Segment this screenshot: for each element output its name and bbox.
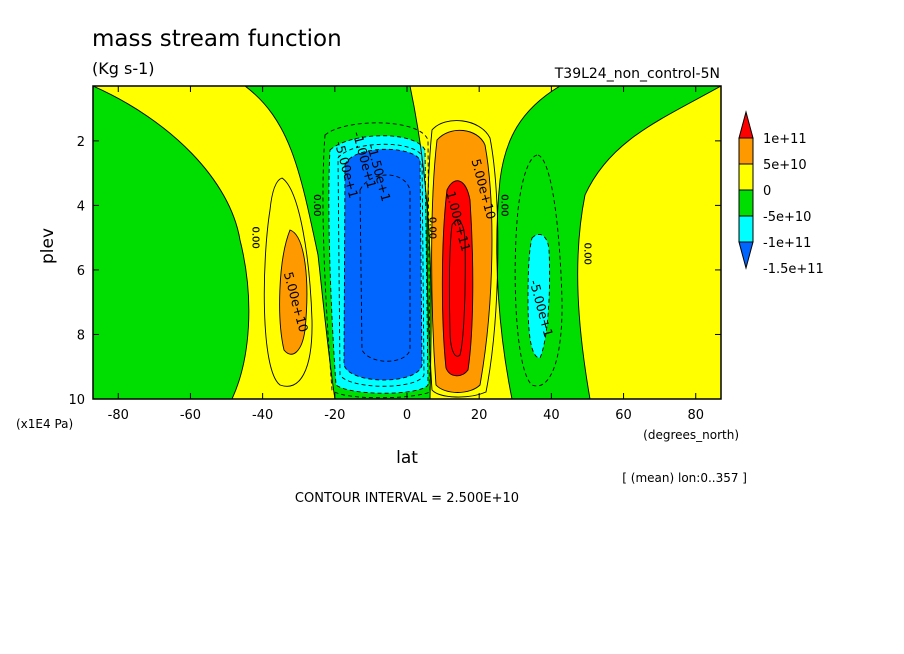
contour-north-neg-1 <box>514 154 563 387</box>
contour-fills <box>93 86 721 399</box>
y-tick-label-4: 10 <box>68 393 85 408</box>
contour-label-10: 0.00 <box>498 194 509 216</box>
contour-south-positive-2 <box>279 229 308 355</box>
fill-south-positive <box>279 230 307 355</box>
colorbar-label-0: 1e+11 <box>763 132 807 147</box>
colorbar-legend: 1e+11 5e+10 0 -5e+10 -1e+11 -1.5e+11 <box>738 110 824 277</box>
contour-label-7: 0.00 <box>249 227 260 249</box>
contour-interval-note: CONTOUR INTERVAL = 2.500E+10 <box>295 491 519 506</box>
x-tick-label-6: 40 <box>543 408 560 423</box>
colorbar-swatch-1 <box>738 137 754 165</box>
contour-north-pos-3 <box>441 180 474 377</box>
contour-trop-neg-3 <box>337 143 425 387</box>
contour-label-9: 0.00 <box>426 217 437 239</box>
y-tick-label-2: 6 <box>77 264 85 279</box>
x-axis-label: lat <box>396 448 418 468</box>
y-tick-label-0: 2 <box>77 135 85 150</box>
contour-zero-east <box>577 86 721 399</box>
colorbar-bottom-triangle <box>738 241 754 270</box>
y-axis-label: plev <box>38 228 58 264</box>
contour-north-pos-4 <box>448 220 466 357</box>
colorbar-swatch-2 <box>738 163 754 191</box>
colorbar-label-1: 5e+10 <box>763 158 807 173</box>
fill-zero-band-south <box>93 86 335 399</box>
colorbar-swatch-4 <box>738 215 754 243</box>
y-axis-units: (x1E4 Pa) <box>16 417 73 431</box>
contour-label-8: 0.00 <box>311 194 322 216</box>
contour-trop-neg-2 <box>328 135 429 394</box>
x-tick-label-3: -20 <box>324 408 345 423</box>
contour-trop-neg-4 <box>343 148 423 381</box>
axes: -80 -60 -40 -20 0 20 40 60 80 2 4 6 8 10 <box>68 86 721 423</box>
fill-zero-band-east <box>577 86 721 399</box>
contour-trop-neg-5 <box>359 174 411 362</box>
y-tick-label-3: 8 <box>77 328 85 343</box>
contour-trop-neg-1 <box>322 122 431 399</box>
x-tick-label-0: -80 <box>108 408 129 423</box>
mean-note: [ (mean) lon:0..357 ] <box>622 471 747 485</box>
x-tick-label-8: 80 <box>687 408 704 423</box>
chart-units: (Kg s-1) <box>92 59 155 78</box>
y-tick-label-1: 4 <box>77 199 85 214</box>
x-tick-label-2: -40 <box>252 408 273 423</box>
fill-north-negative <box>528 234 550 358</box>
x-tick-label-7: 60 <box>615 408 632 423</box>
contour-south-positive-1 <box>263 177 313 387</box>
contour-north-pos-1 <box>426 120 499 398</box>
chart-title: mass stream function <box>92 26 342 52</box>
x-tick-label-5: 20 <box>471 408 488 423</box>
contour-area: 5.00e+10-5.00e+1-1.00e+1-1.50e+11.00e+11… <box>93 86 721 399</box>
colorbar-label-2: 0 <box>763 184 771 199</box>
contour-north-pos-2 <box>431 129 493 393</box>
contour-lines <box>93 86 721 399</box>
fill-tropical-blue <box>344 149 422 380</box>
contour-label-11: 0.00 <box>581 243 592 265</box>
x-axis-units: (degrees_north) <box>643 428 739 442</box>
colorbar-label-4: -1e+11 <box>763 236 811 251</box>
x-tick-label-4: 0 <box>403 408 411 423</box>
x-tick-label-1: -60 <box>180 408 201 423</box>
colorbar-label-5: -1.5e+11 <box>763 262 824 277</box>
colorbar-top-triangle <box>738 110 754 139</box>
chart-run-name: T39L24_non_control-5N <box>554 66 720 82</box>
contour-zero-north <box>409 86 561 399</box>
colorbar-label-3: -5e+10 <box>763 210 811 225</box>
colorbar-swatch-3 <box>738 189 754 217</box>
